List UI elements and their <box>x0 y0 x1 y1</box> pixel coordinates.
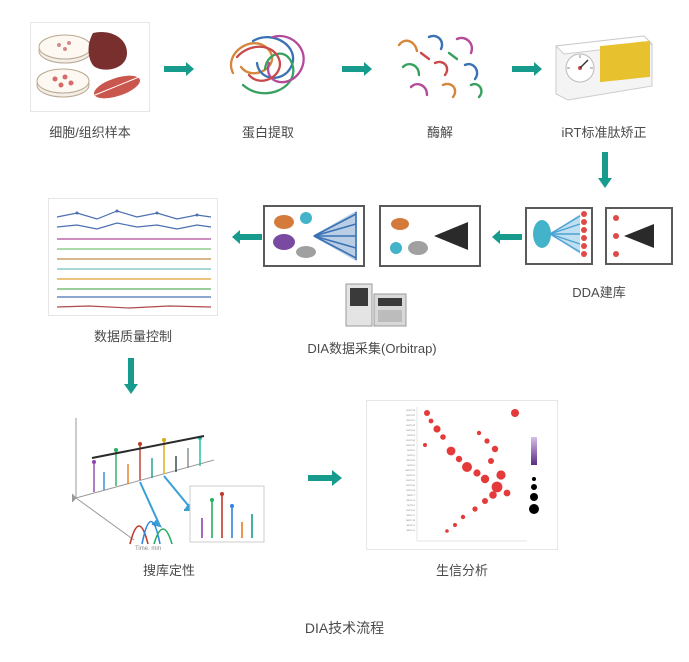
node-dda: DDA建库 <box>524 200 674 301</box>
svg-text:term m: term m <box>406 468 416 472</box>
node-qc: 数据质量控制 <box>48 198 218 345</box>
label-protein-extract: 蛋白提取 <box>242 122 294 141</box>
svg-text:term p: term p <box>406 483 415 487</box>
thumb-digest <box>380 22 500 112</box>
svg-text:term e: term e <box>406 428 415 432</box>
svg-text:term s: term s <box>407 498 416 502</box>
thumb-bioinfo: term aterm bterm cterm dterm eterm fterm… <box>366 400 558 550</box>
svg-text:term x: term x <box>407 523 416 527</box>
label-dia: DIA数据采集(Orbitrap) <box>307 338 436 357</box>
thumb-irt <box>544 22 664 112</box>
arrow-2-3 <box>340 58 374 80</box>
svg-text:term n: term n <box>406 473 415 477</box>
thumb-search: Time, min <box>64 400 274 550</box>
arrow-5-6 <box>490 226 524 248</box>
label-irt: iRT标准肽矫正 <box>562 122 647 141</box>
label-qc: 数据质量控制 <box>94 326 172 345</box>
svg-text:term d: term d <box>406 423 415 427</box>
thumb-qc <box>48 198 218 316</box>
thumb-dda <box>524 200 674 272</box>
arrow-8-9 <box>306 466 344 490</box>
svg-text:term o: term o <box>406 478 415 482</box>
node-digest: 酶解 <box>380 22 500 141</box>
svg-text:term c: term c <box>407 418 416 422</box>
node-dia: DIA数据采集(Orbitrap) <box>262 200 482 357</box>
label-dda: DDA建库 <box>572 282 625 301</box>
orbitrap-instrument-icon <box>340 276 410 332</box>
svg-text:term k: term k <box>407 458 416 462</box>
svg-text:term y: term y <box>407 528 416 532</box>
arrow-1-2 <box>162 58 196 80</box>
label-bioinfo: 生信分析 <box>436 560 488 579</box>
svg-text:term l: term l <box>408 463 416 467</box>
diagram-title: DIA技术流程 <box>0 618 689 638</box>
svg-text:term v: term v <box>407 513 416 517</box>
svg-text:term r: term r <box>407 493 415 497</box>
node-protein-extract: 蛋白提取 <box>208 22 328 141</box>
svg-text:term t: term t <box>407 503 415 507</box>
svg-text:term i: term i <box>408 448 416 452</box>
node-cells-tissue: 细胞/组织样本 <box>30 22 150 141</box>
svg-text:term a: term a <box>406 408 415 412</box>
thumb-cells-tissue <box>30 22 150 112</box>
svg-text:term h: term h <box>406 443 415 447</box>
arrow-7-8 <box>120 356 142 396</box>
svg-text:term f: term f <box>407 433 415 437</box>
svg-text:term j: term j <box>408 453 416 457</box>
svg-text:term w: term w <box>406 518 416 522</box>
label-cells-tissue: 细胞/组织样本 <box>49 122 131 141</box>
svg-text:term g: term g <box>406 438 415 442</box>
svg-text:Time, min: Time, min <box>135 546 161 550</box>
node-irt: iRT标准肽矫正 <box>544 22 664 141</box>
node-bioinfo: term aterm bterm cterm dterm eterm fterm… <box>366 400 558 579</box>
label-digest: 酶解 <box>427 122 453 141</box>
thumb-dia <box>262 200 482 272</box>
arrow-4-5 <box>594 150 616 190</box>
node-search: Time, min 搜库定性 <box>64 400 274 579</box>
label-search: 搜库定性 <box>143 560 195 579</box>
svg-text:term b: term b <box>406 413 415 417</box>
arrow-6-7 <box>230 226 264 248</box>
arrow-3-4 <box>510 58 544 80</box>
thumb-protein-extract <box>208 22 328 112</box>
svg-text:term u: term u <box>406 508 415 512</box>
svg-text:term q: term q <box>406 488 415 492</box>
